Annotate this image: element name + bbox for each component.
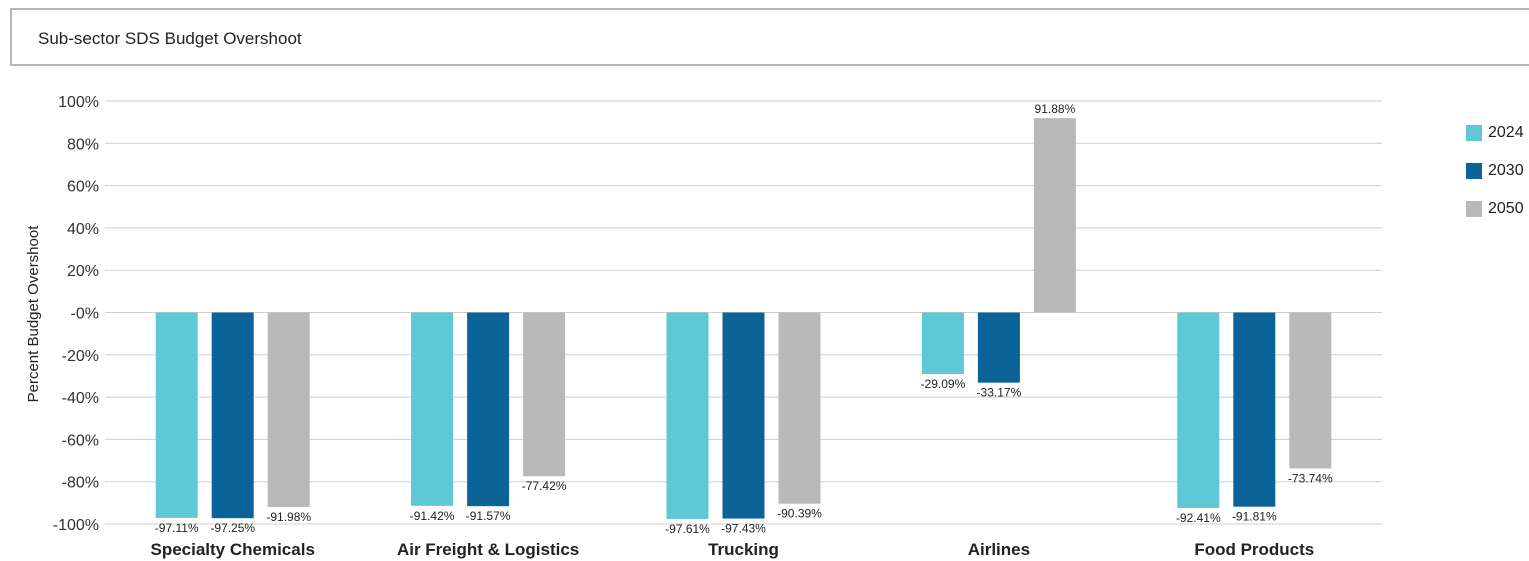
category-label: Airlines bbox=[968, 540, 1030, 559]
legend-item-2030[interactable]: 2030 bbox=[1466, 162, 1529, 180]
data-label: -97.43% bbox=[721, 522, 766, 536]
legend-swatch bbox=[1466, 201, 1482, 217]
y-tick-label: -0% bbox=[71, 306, 99, 323]
data-label: -97.11% bbox=[155, 521, 199, 535]
legend-swatch bbox=[1466, 125, 1482, 141]
y-tick-label: 60% bbox=[67, 179, 99, 196]
data-label: 91.88% bbox=[1035, 102, 1076, 116]
category-label: Specialty Chemicals bbox=[150, 540, 314, 559]
bar-2030 bbox=[211, 312, 254, 519]
data-label: -97.61% bbox=[665, 522, 710, 536]
data-label: -92.41% bbox=[1176, 511, 1221, 525]
y-tick-label: -100% bbox=[53, 517, 99, 534]
y-tick-label: -80% bbox=[62, 475, 99, 492]
y-tick-label: 80% bbox=[67, 136, 99, 153]
legend-label: 2030 bbox=[1488, 162, 1524, 179]
legend-item-2024[interactable]: 2024 bbox=[1466, 124, 1529, 142]
bar-2030 bbox=[467, 312, 510, 507]
y-axis-ticks: 100% 80% 60% 40% 20% -0% -20% -40% -60% -80% -100% bbox=[53, 94, 99, 534]
y-axis-label: Percent Budget Overshoot bbox=[25, 225, 42, 403]
category-label: Air Freight & Logistics bbox=[397, 540, 579, 559]
y-tick-label: -40% bbox=[62, 390, 99, 407]
y-tick-label: -20% bbox=[62, 348, 99, 365]
data-label: -91.57% bbox=[466, 509, 511, 523]
data-label: -91.98% bbox=[266, 510, 311, 524]
bar-2030 bbox=[977, 312, 1020, 383]
legend-label: 2024 bbox=[1488, 124, 1524, 141]
data-label: -91.42% bbox=[410, 509, 455, 523]
y-tick-label: 40% bbox=[67, 221, 99, 238]
data-labels: -97.11% -97.25% -91.98% -91.42% -91.57% -77.4… bbox=[155, 102, 1333, 536]
bar-2030 bbox=[722, 312, 765, 519]
bar-2050 bbox=[778, 312, 821, 504]
data-label: -29.09% bbox=[921, 377, 966, 391]
bar-2050 bbox=[267, 312, 310, 508]
y-tick-label: 20% bbox=[67, 263, 99, 280]
bar-2024 bbox=[921, 312, 964, 375]
bar-2024 bbox=[666, 312, 709, 519]
x-axis-categories: Specialty Chemicals Air Freight & Logisti… bbox=[150, 540, 1314, 559]
chart-panel-header: Sub-sector SDS Budget Overshoot bbox=[10, 8, 1529, 66]
bar-2050 bbox=[1033, 118, 1076, 313]
data-label: -90.39% bbox=[777, 507, 822, 521]
data-label: -97.25% bbox=[210, 521, 255, 535]
data-label: -91.81% bbox=[1232, 510, 1277, 524]
bar-2024 bbox=[155, 312, 198, 518]
legend-swatch bbox=[1466, 163, 1482, 179]
y-tick-label: 100% bbox=[58, 94, 99, 111]
panel-title: Sub-sector SDS Budget Overshoot bbox=[38, 29, 302, 48]
category-label: Trucking bbox=[708, 540, 779, 559]
y-tick-label: -60% bbox=[62, 432, 99, 449]
bars bbox=[155, 118, 1332, 519]
legend-item-2050[interactable]: 2050 bbox=[1466, 200, 1529, 218]
bar-2050 bbox=[1289, 312, 1332, 469]
legend-label: 2050 bbox=[1488, 200, 1524, 217]
bar-2024 bbox=[411, 312, 454, 506]
bar-2024 bbox=[1177, 312, 1220, 508]
legend: 2024 2030 2050 bbox=[1466, 124, 1529, 238]
category-label: Food Products bbox=[1194, 540, 1314, 559]
bar-2050 bbox=[523, 312, 566, 477]
data-label: -33.17% bbox=[977, 386, 1022, 400]
data-label: -73.74% bbox=[1288, 471, 1333, 485]
bar-2030 bbox=[1233, 312, 1276, 507]
data-label: -77.42% bbox=[522, 479, 567, 493]
